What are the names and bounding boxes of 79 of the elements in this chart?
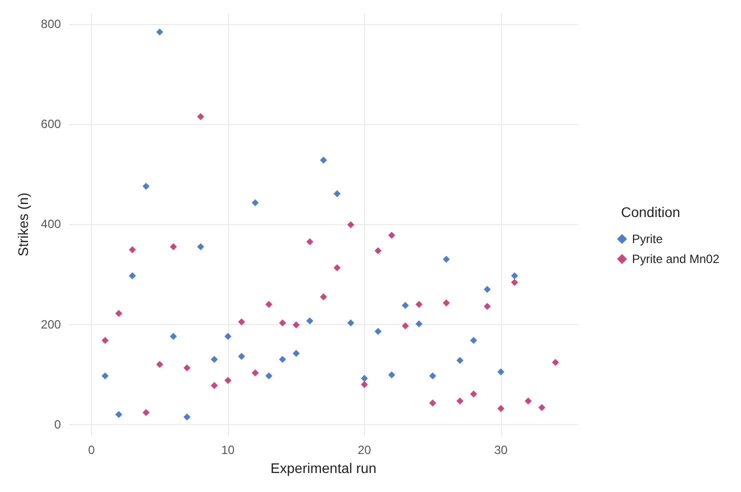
x-tick-label: 0 bbox=[88, 443, 96, 457]
point bbox=[456, 397, 464, 404]
point bbox=[197, 243, 204, 250]
point bbox=[197, 113, 204, 120]
x-tick-label: 10 bbox=[221, 443, 235, 457]
point bbox=[511, 278, 518, 286]
point bbox=[429, 372, 436, 380]
point bbox=[279, 356, 286, 363]
point bbox=[497, 404, 504, 412]
legend-label: Pyrite and Mn02 bbox=[632, 252, 720, 266]
point bbox=[102, 372, 109, 380]
y-tick-label: 600 bbox=[40, 117, 62, 132]
point bbox=[170, 332, 177, 340]
point bbox=[156, 28, 164, 36]
point bbox=[224, 332, 232, 340]
point bbox=[524, 397, 532, 404]
point bbox=[142, 182, 150, 190]
point bbox=[320, 293, 327, 300]
point bbox=[334, 264, 341, 272]
point bbox=[183, 364, 190, 372]
point bbox=[170, 243, 177, 250]
point bbox=[456, 356, 464, 364]
point bbox=[511, 272, 518, 280]
point bbox=[128, 272, 136, 280]
y-tick-label: 0 bbox=[54, 417, 62, 432]
point bbox=[416, 320, 422, 328]
point bbox=[497, 368, 504, 376]
point bbox=[347, 319, 354, 326]
y-tick-label: 800 bbox=[40, 17, 62, 32]
point bbox=[402, 302, 409, 309]
point bbox=[484, 286, 491, 293]
point bbox=[442, 299, 450, 306]
point bbox=[470, 390, 478, 398]
point bbox=[374, 328, 382, 335]
legend-title: Condition bbox=[621, 204, 680, 220]
point bbox=[265, 300, 272, 308]
point bbox=[142, 408, 150, 416]
point bbox=[470, 336, 478, 344]
point bbox=[252, 199, 259, 206]
point bbox=[156, 360, 164, 368]
point bbox=[252, 369, 259, 376]
legend-label: Pyrite bbox=[632, 232, 663, 246]
point bbox=[224, 376, 232, 384]
x-axis-title: Experimental run bbox=[270, 460, 376, 476]
point bbox=[292, 350, 300, 357]
point bbox=[210, 382, 218, 389]
point bbox=[115, 310, 122, 317]
point bbox=[292, 321, 300, 328]
point bbox=[306, 317, 314, 324]
point bbox=[334, 190, 341, 198]
x-tick-label: 30 bbox=[494, 443, 508, 457]
point bbox=[320, 156, 327, 164]
point bbox=[552, 358, 559, 366]
point bbox=[115, 410, 122, 418]
point bbox=[102, 336, 109, 344]
point bbox=[416, 300, 422, 308]
point bbox=[347, 221, 354, 228]
y-tick-label: 400 bbox=[40, 217, 62, 232]
point bbox=[374, 247, 382, 254]
point bbox=[442, 256, 450, 263]
point bbox=[360, 380, 368, 388]
point bbox=[210, 356, 218, 363]
point bbox=[128, 246, 136, 254]
point bbox=[388, 371, 396, 378]
point bbox=[183, 413, 190, 420]
point bbox=[279, 319, 286, 326]
point bbox=[238, 318, 246, 326]
point bbox=[429, 399, 436, 406]
point bbox=[484, 302, 491, 310]
point bbox=[238, 352, 246, 360]
point bbox=[538, 404, 546, 411]
point bbox=[388, 232, 396, 239]
point bbox=[306, 238, 314, 246]
y-axis-title: Strikes (n) bbox=[15, 192, 31, 256]
point bbox=[265, 372, 272, 380]
x-tick-label: 20 bbox=[358, 443, 372, 457]
y-tick-label: 200 bbox=[40, 317, 62, 332]
point bbox=[360, 374, 368, 382]
point bbox=[402, 322, 409, 330]
